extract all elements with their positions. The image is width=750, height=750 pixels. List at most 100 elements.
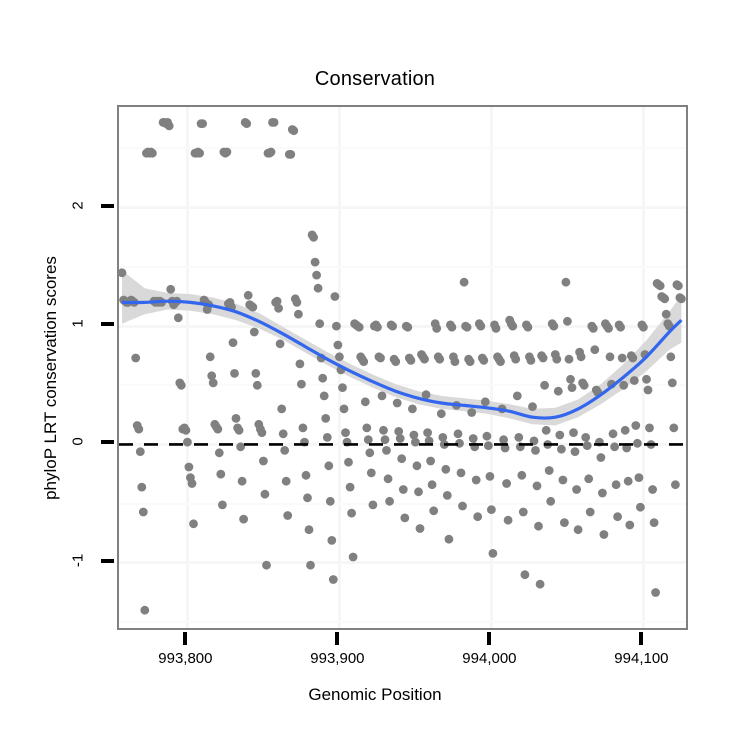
data-point	[251, 369, 261, 378]
x-tick-label: 994,100	[614, 650, 669, 667]
data-point	[649, 518, 659, 527]
data-point	[485, 472, 495, 481]
data-point	[379, 425, 388, 435]
data-point	[517, 470, 527, 480]
data-point	[383, 474, 393, 484]
data-point	[283, 511, 293, 520]
data-point	[450, 357, 460, 366]
data-point	[661, 309, 671, 319]
y-tick-mark	[101, 440, 114, 445]
data-point	[207, 371, 217, 381]
data-point	[476, 321, 486, 331]
x-tick-mark	[639, 632, 644, 645]
data-point	[236, 442, 245, 452]
data-point	[330, 292, 340, 301]
data-point	[444, 534, 454, 544]
data-point	[523, 322, 533, 332]
data-point	[231, 414, 241, 423]
data-point	[377, 391, 387, 401]
data-point	[392, 398, 402, 408]
data-point	[526, 356, 536, 365]
data-point	[610, 442, 619, 452]
data-point	[166, 284, 176, 294]
data-point	[335, 352, 344, 362]
data-point	[459, 277, 469, 287]
data-point	[412, 461, 422, 471]
data-point	[303, 493, 312, 503]
data-point	[599, 530, 609, 539]
y-tick-label: 0	[69, 437, 87, 447]
data-point	[557, 444, 566, 454]
data-point	[639, 322, 648, 332]
data-point	[218, 500, 227, 510]
gridline-horizontal-minor	[119, 621, 686, 624]
data-point	[184, 462, 194, 472]
data-point	[391, 357, 401, 366]
x-tick-mark	[183, 632, 188, 645]
data-point	[359, 357, 369, 366]
data-point	[294, 309, 303, 319]
data-point	[532, 481, 542, 491]
data-point	[499, 435, 508, 445]
data-point	[252, 380, 262, 390]
data-point	[584, 474, 594, 484]
data-point	[429, 506, 439, 516]
data-point	[482, 431, 492, 441]
data-point	[312, 270, 321, 280]
data-point	[636, 502, 645, 512]
data-point	[205, 352, 215, 362]
data-point	[295, 359, 305, 369]
data-point	[362, 423, 372, 433]
y-tick-label: 1	[69, 319, 87, 328]
data-point	[458, 501, 467, 511]
data-point	[613, 512, 622, 522]
data-point	[488, 549, 498, 558]
data-point	[234, 425, 244, 435]
data-point	[598, 488, 607, 498]
data-point	[278, 429, 288, 439]
data-point	[420, 354, 429, 364]
data-point	[398, 485, 408, 494]
data-point	[669, 423, 679, 433]
data-point	[249, 327, 259, 337]
data-point	[327, 536, 337, 545]
data-point	[511, 354, 521, 364]
data-point	[544, 466, 554, 475]
data-point	[480, 397, 490, 407]
data-point	[345, 482, 355, 492]
data-point	[385, 496, 394, 506]
data-point	[468, 434, 478, 443]
data-point	[648, 485, 657, 494]
data-point	[373, 322, 382, 332]
data-point	[677, 294, 686, 304]
data-point	[216, 469, 226, 479]
data-point	[427, 480, 437, 490]
data-point	[397, 454, 407, 464]
data-point	[528, 402, 537, 411]
data-point	[500, 443, 510, 453]
data-point	[628, 353, 638, 363]
page-title: Conservation	[314, 68, 436, 90]
data-point	[432, 324, 442, 333]
data-point	[239, 514, 248, 524]
data-point	[538, 353, 548, 363]
data-point	[426, 456, 435, 466]
data-point	[341, 428, 350, 437]
plot-panel	[117, 105, 688, 630]
data-point	[496, 357, 505, 366]
gridline-horizontal-minor	[119, 147, 686, 150]
data-point	[365, 448, 375, 458]
data-point	[292, 298, 302, 307]
data-point	[487, 505, 496, 514]
data-point	[338, 383, 347, 392]
data-point	[277, 404, 287, 414]
data-point	[567, 383, 577, 392]
data-point	[309, 232, 318, 242]
gridline-vertical	[185, 107, 189, 628]
data-point	[275, 339, 285, 349]
data-point	[213, 424, 223, 434]
gridline-vertical	[489, 107, 493, 628]
data-point	[573, 525, 583, 535]
data-point	[195, 148, 204, 158]
data-point	[572, 485, 581, 494]
